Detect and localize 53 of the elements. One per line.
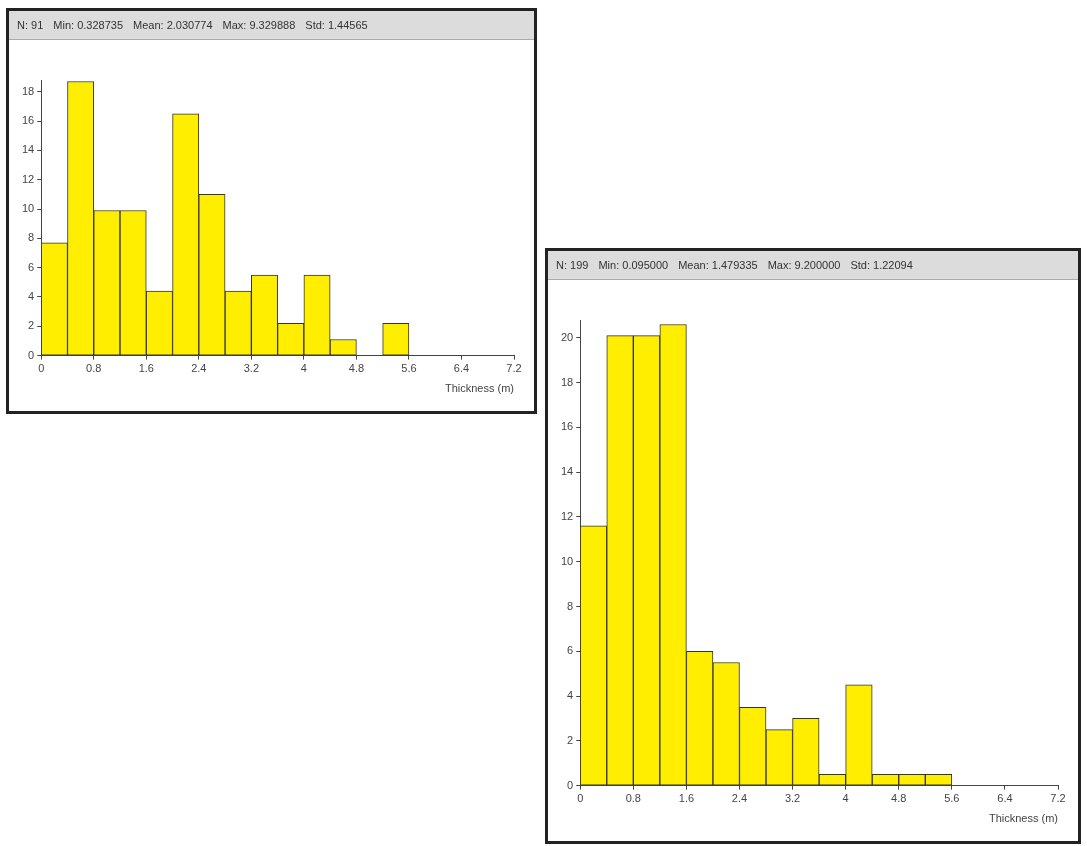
y-tick-label: 14: [560, 465, 574, 478]
x-tick-label: 2.4: [731, 792, 748, 805]
text: Std: 1.44565: [305, 19, 368, 31]
y-tick-label: 16: [21, 114, 35, 127]
y-tick-label: 10: [560, 554, 574, 567]
x-tick-label: 1.6: [678, 792, 695, 805]
x-tick-label: 5.6: [401, 362, 417, 375]
x-tick-label: 0.8: [625, 792, 641, 805]
x-tick-label: 0: [577, 792, 584, 805]
text: Std: 1.22094: [850, 259, 913, 271]
x-axis-title: Thickness (m): [988, 812, 1058, 825]
x-tick-label: 5.6: [944, 792, 960, 805]
y-tick-label: 10: [21, 202, 35, 215]
text: Max: 9.200000: [767, 259, 841, 271]
y-tick-label: 16: [560, 420, 574, 433]
y-tick-label: 8: [28, 231, 35, 244]
x-tick-label: 7.2: [506, 362, 522, 375]
y-tick-label: 12: [560, 510, 574, 523]
y-tick-label: 20: [560, 330, 574, 343]
text: N: 199: [556, 259, 589, 271]
y-tick-label: 2: [567, 733, 574, 746]
x-tick-label: 0.8: [86, 362, 102, 375]
x-tick-label: 0: [38, 362, 45, 375]
y-tick-label: 0: [567, 778, 574, 791]
text: N: 91: [17, 19, 44, 31]
text: Min: 0.328735: [53, 19, 124, 31]
x-tick-label: 7.2: [1050, 792, 1066, 805]
y-tick-label: 18: [21, 84, 35, 97]
text: Mean: 1.479335: [678, 259, 758, 271]
x-tick-label: 2.4: [191, 362, 207, 375]
text: Max: 9.329888: [222, 19, 296, 31]
x-tick-label: 1.6: [138, 362, 154, 375]
y-tick-label: 6: [567, 644, 574, 657]
y-tick-label: 6: [28, 260, 35, 273]
text: Mean: 2.030774: [133, 19, 213, 31]
text: Min: 0.095000: [598, 259, 669, 271]
y-tick-label: 4: [28, 289, 35, 302]
x-tick-label: 4: [300, 362, 307, 375]
x-tick-label: 3.2: [243, 362, 259, 375]
x-axis-title: Thickness (m): [444, 382, 514, 395]
x-tick-label: 4.8: [348, 362, 365, 375]
y-tick-label: 18: [560, 375, 574, 388]
y-tick-label: 0: [28, 348, 35, 361]
y-tick-label: 12: [21, 172, 35, 185]
y-tick-label: 2: [28, 319, 35, 332]
y-tick-label: 14: [21, 143, 35, 156]
y-tick-label: 4: [567, 689, 574, 702]
y-tick-label: 8: [567, 599, 574, 612]
x-tick-label: 6.4: [453, 362, 470, 375]
x-tick-label: 3.2: [784, 792, 801, 805]
x-tick-label: 4.8: [891, 792, 907, 805]
x-tick-label: 4: [842, 792, 849, 805]
x-tick-label: 6.4: [997, 792, 1013, 805]
